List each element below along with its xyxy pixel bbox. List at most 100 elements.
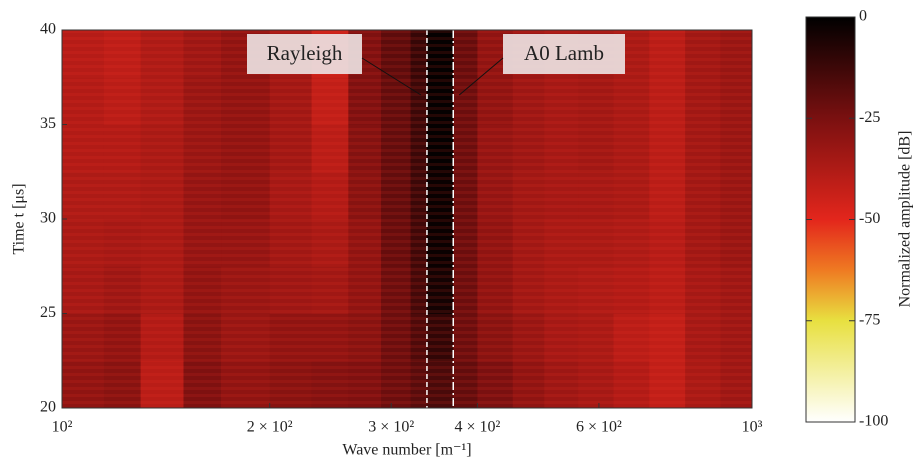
heatmap-cell [477,77,514,125]
heatmap-cell [62,30,105,78]
heatmap-cell [62,266,105,314]
heatmap-cell [426,266,454,314]
x-tick-label: 3 × 10² [368,419,414,436]
y-tick-label: 40 [40,21,56,38]
heatmap-cell [477,313,514,362]
colorbar-tick-label: -100 [859,413,888,430]
y-tick-label: 35 [40,115,56,132]
stripe [62,121,752,124]
colorbar [805,16,856,423]
heatmap-cell [613,360,650,409]
stripe [62,380,752,383]
heatmap-cell [426,313,454,362]
heatmap-cell [426,171,454,220]
heatmap-cell [140,219,185,267]
stripe [62,366,752,369]
heatmap-cell [649,313,686,362]
heatmap-cell [685,124,721,173]
heatmap-cell [348,171,382,220]
heatmap-cell [269,313,313,362]
heatmap-cell [544,360,579,409]
heatmap-cell [426,360,454,409]
heatmap-cell [649,77,686,125]
heatmap-cell [381,360,412,409]
heatmap-cell [453,360,478,409]
heatmap-cell [103,171,142,220]
stripe [62,128,752,131]
heatmap-cell [477,266,514,314]
colorbar-tick-label: -75 [859,311,880,328]
heatmap-cell [649,30,686,78]
heatmap-cell [685,219,721,267]
annotation-box [503,34,625,74]
heatmap-cell [381,313,412,362]
heatmap-cell [649,266,686,314]
heatmap-cell [410,219,428,267]
heatmap-cell [381,171,412,220]
heatmap-cell [183,30,222,78]
heatmap-cell [649,360,686,409]
heatmap-cell [221,313,271,362]
stripe [62,268,752,271]
stripe [62,289,752,292]
heatmap-cell [183,266,222,314]
heatmap-cell [103,360,142,409]
heatmap-cell [426,30,454,78]
heatmap-cell [613,313,650,362]
y-tick-label: 20 [40,399,56,416]
annotation-box [247,34,362,74]
heatmap-cell [140,77,185,125]
leader-line [361,57,422,96]
heatmap-cell [348,360,382,409]
heatmap-cell [140,171,185,220]
heatmap-cell [62,124,105,173]
stripe [62,114,752,117]
stripe [62,149,752,152]
heatmap-cell [613,124,650,173]
heatmap-cell [512,266,545,314]
heatmap-cell [311,313,349,362]
heatmap-cell [578,77,615,125]
heatmap-cell [183,171,222,220]
y-axis-label: Time t [μs] [11,183,28,254]
stripe [62,233,752,236]
heatmap-cell [477,219,514,267]
heatmap-cell [453,219,478,267]
heatmap-cell [720,219,753,267]
colorbar-tick-label: 0 [859,8,867,25]
stripe [62,142,752,145]
heatmap-cell [426,77,454,125]
stripe [62,86,752,89]
heatmap-cell [62,219,105,267]
heatmap-cell [311,360,349,409]
x-tick-label: 10² [52,419,73,436]
heatmap-cell [221,77,271,125]
colorbar-tick-label: -25 [859,109,880,126]
stripe [62,93,752,96]
heatmap-cell [221,219,271,267]
heatmap-cell [311,77,349,125]
stripe [62,275,752,278]
colorbar-label: Normalized amplitude [dB] [897,131,914,308]
stripe [62,296,752,299]
heatmap-cell [544,313,579,362]
stripe [62,205,752,208]
heatmap-cell [311,171,349,220]
heatmap-cell [544,266,579,314]
stripe [62,387,752,390]
heatmap-cell [381,219,412,267]
stripe [62,261,752,264]
heatmap-cell [426,219,454,267]
y-tick-label: 25 [40,304,56,321]
heatmap-cell [103,124,142,173]
x-tick-label: 4 × 10² [455,419,501,436]
heatmap-cell [453,30,478,78]
heatmap-cell [221,360,271,409]
heatmap-cell [720,266,753,314]
heatmap-cell [269,360,313,409]
heatmap-cell [311,266,349,314]
heatmap-cell [453,77,478,125]
heatmap-cell [381,266,412,314]
heatmap-cell [544,77,579,125]
stripe [62,58,752,61]
